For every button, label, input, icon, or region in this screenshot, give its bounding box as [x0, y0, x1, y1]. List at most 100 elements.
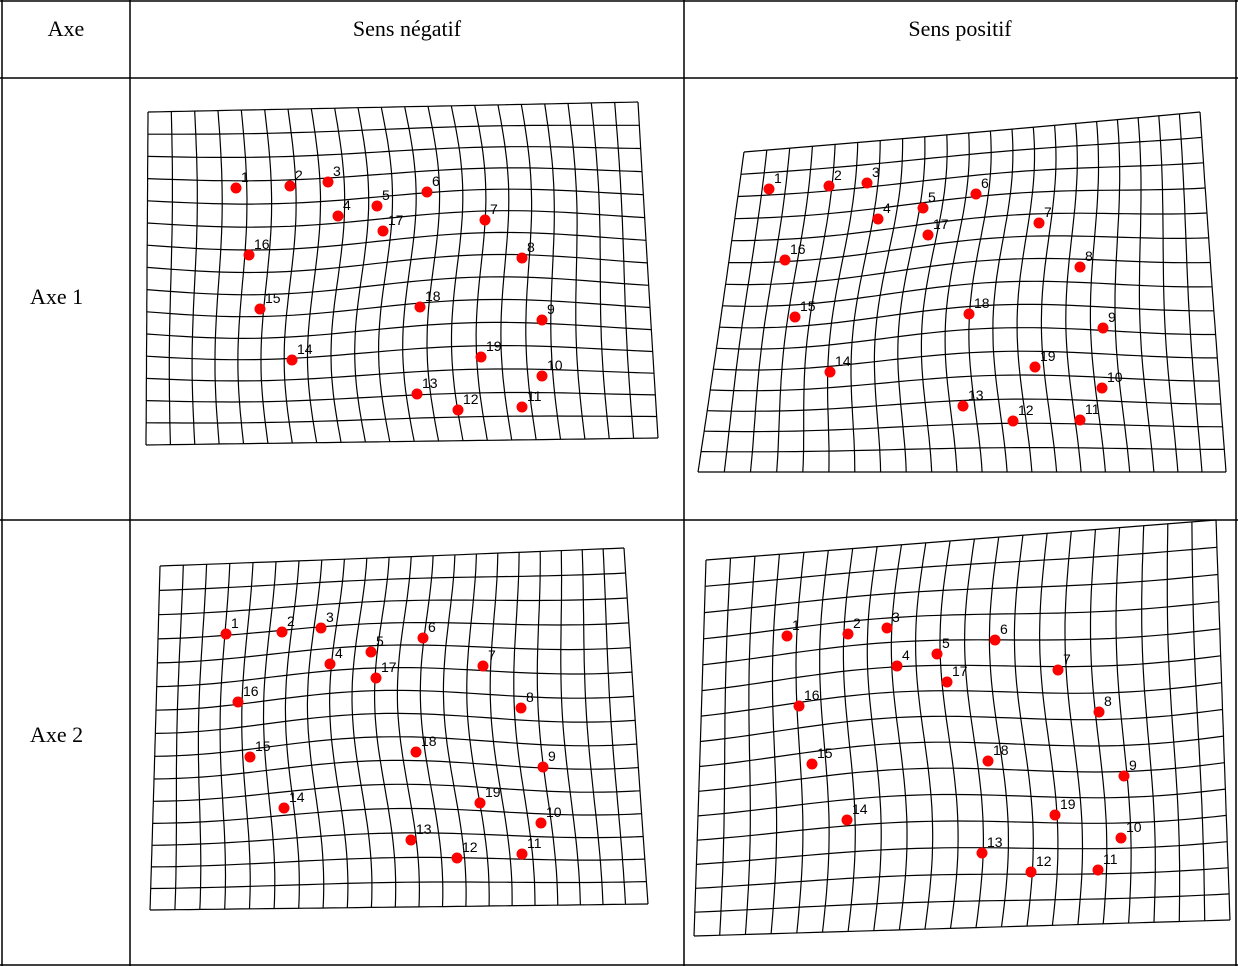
grid-column-line	[1199, 111, 1227, 473]
landmark-15: 15	[254, 290, 281, 315]
landmark-dot	[474, 797, 486, 809]
landmark-label: 3	[326, 609, 334, 625]
grid-column-line	[988, 537, 1009, 927]
grid-column-line	[374, 557, 397, 908]
grid-column-line	[819, 550, 830, 933]
landmark-label: 3	[333, 163, 341, 179]
landmark-dot	[1097, 322, 1109, 334]
landmark-label: 7	[1044, 204, 1052, 220]
landmark-16: 16	[779, 241, 806, 266]
landmark-label: 13	[987, 834, 1003, 850]
landmark-dot	[371, 200, 383, 212]
landmark-dot	[841, 814, 853, 826]
landmark-label: 17	[933, 216, 949, 232]
landmark-dot	[881, 622, 893, 634]
landmark-label: 12	[1018, 402, 1034, 418]
grid-column-line	[897, 136, 926, 473]
landmark-dot	[377, 225, 389, 237]
landmark-dot	[917, 202, 929, 214]
landmark-1: 1	[763, 170, 782, 195]
grid-row-line	[147, 188, 644, 205]
landmark-label: 5	[942, 635, 950, 651]
landmark-dot	[244, 751, 256, 763]
grid-column-line	[1166, 523, 1181, 922]
landmark-13: 13	[405, 821, 432, 846]
grid-column-line	[328, 559, 349, 908]
landmark-19: 19	[474, 784, 501, 809]
landmark-label: 2	[295, 167, 303, 183]
grid-column-line	[396, 556, 421, 907]
grid-row-line	[147, 101, 639, 113]
landmark-8: 8	[515, 689, 534, 714]
landmark-label: 16	[804, 687, 820, 703]
landmark-dot	[536, 370, 548, 382]
landmark-label: 5	[928, 189, 936, 205]
landmark-label: 6	[432, 173, 440, 189]
grid-row-line	[146, 391, 656, 403]
grid-row-line	[703, 601, 1219, 640]
grid-column-line	[1089, 121, 1106, 473]
grid-column-line	[920, 134, 948, 473]
landmark-dot	[963, 308, 975, 320]
landmark-13: 13	[411, 375, 438, 400]
grid-column-line	[693, 559, 707, 937]
grid-row-line	[147, 167, 643, 182]
grid-column-line	[466, 553, 490, 907]
landmark-12: 12	[452, 391, 479, 416]
grid-column-line	[1141, 525, 1156, 923]
grid-column-line	[1065, 123, 1082, 473]
landmark-dot	[1074, 414, 1086, 426]
grid-row-line	[147, 210, 645, 228]
landmark-dot	[789, 311, 801, 323]
landmark-label: 6	[428, 619, 436, 635]
landmark-16: 16	[793, 687, 820, 712]
grid-column-line	[544, 103, 562, 440]
grid-row-line	[700, 708, 1223, 743]
grid-row-line	[154, 736, 637, 757]
landmark-label: 10	[1126, 819, 1142, 835]
landmark-dot	[276, 626, 288, 638]
grid-column-line	[827, 142, 859, 473]
grid-row-line	[705, 546, 1217, 587]
landmark-label: 9	[548, 748, 556, 764]
landmark-label: 10	[547, 357, 563, 373]
grid-row-line	[707, 398, 1221, 412]
landmark-3: 3	[315, 609, 334, 634]
landmark-dot	[477, 660, 489, 672]
landmark-dot	[370, 672, 382, 684]
landmark-1: 1	[781, 617, 800, 642]
landmark-label: 8	[527, 239, 535, 255]
grid-column-line	[1064, 531, 1084, 925]
grid-column-line	[866, 546, 882, 931]
row-label-axe-1: Axe 1	[30, 284, 84, 309]
grid-row-line	[146, 368, 655, 382]
landmark-9: 9	[1118, 757, 1137, 782]
grid-column-line	[1158, 115, 1179, 473]
landmark-dot	[824, 366, 836, 378]
landmark-label: 8	[1085, 248, 1093, 264]
landmark-dot	[842, 628, 854, 640]
grid-column-line	[939, 540, 959, 929]
landmark-label: 15	[255, 738, 271, 754]
landmark-label: 9	[1129, 757, 1137, 773]
grid-column-line	[914, 542, 934, 930]
landmark-label: 16	[254, 236, 270, 252]
landmark-label: 10	[1107, 369, 1123, 385]
landmark-dot	[976, 847, 988, 859]
landmark-dot	[284, 180, 296, 192]
grid-column-line	[306, 108, 322, 443]
grid-column-line	[968, 130, 992, 473]
grid-row-line	[728, 235, 1209, 264]
landmark-label: 19	[486, 338, 502, 354]
grid-row-line	[698, 762, 1225, 792]
landmark-12: 12	[1007, 402, 1034, 427]
grid-row-line	[731, 212, 1207, 242]
grid-column-line	[489, 553, 513, 906]
grid-column-line	[590, 102, 610, 439]
landmark-18: 18	[963, 295, 990, 320]
landmark-label: 14	[852, 801, 868, 817]
landmark-10: 10	[536, 357, 563, 382]
landmark-dot	[872, 213, 884, 225]
grid-column-line	[330, 108, 346, 443]
landmark-dot	[475, 351, 487, 363]
